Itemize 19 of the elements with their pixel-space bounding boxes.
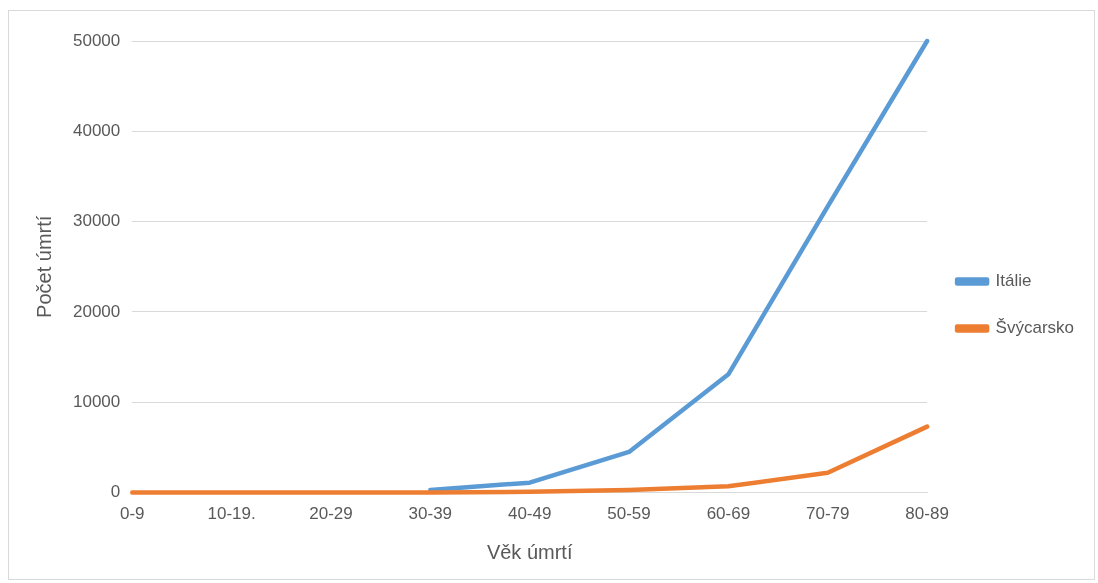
x-tick-label: 20-29 (309, 504, 353, 524)
x-axis-title: Věk úmrtí (486, 540, 573, 563)
legend-label: Itálie (995, 271, 1032, 291)
x-tick-label: 10-19. (207, 504, 256, 524)
x-tick-label: 50-59 (607, 504, 651, 524)
legend-label: Švýcarsko (995, 318, 1075, 338)
x-tick-label: 0-9 (119, 504, 145, 524)
x-tick-label: 60-69 (706, 504, 751, 524)
x-tick-label: 40-49 (507, 504, 552, 524)
y-tick-label: 50000 (72, 30, 121, 50)
x-tick-label: 80-89 (905, 504, 949, 524)
y-tick-label: 0 (110, 482, 121, 502)
y-tick-label: 10000 (72, 391, 121, 411)
y-axis-title: Počet úmrtí (32, 215, 55, 318)
x-tick-label: 30-39 (408, 504, 453, 524)
y-tick-label: 30000 (72, 211, 121, 231)
y-tick-label: 20000 (72, 301, 121, 321)
y-tick-label: 40000 (72, 121, 121, 141)
x-tick-label: 70-79 (806, 504, 850, 524)
